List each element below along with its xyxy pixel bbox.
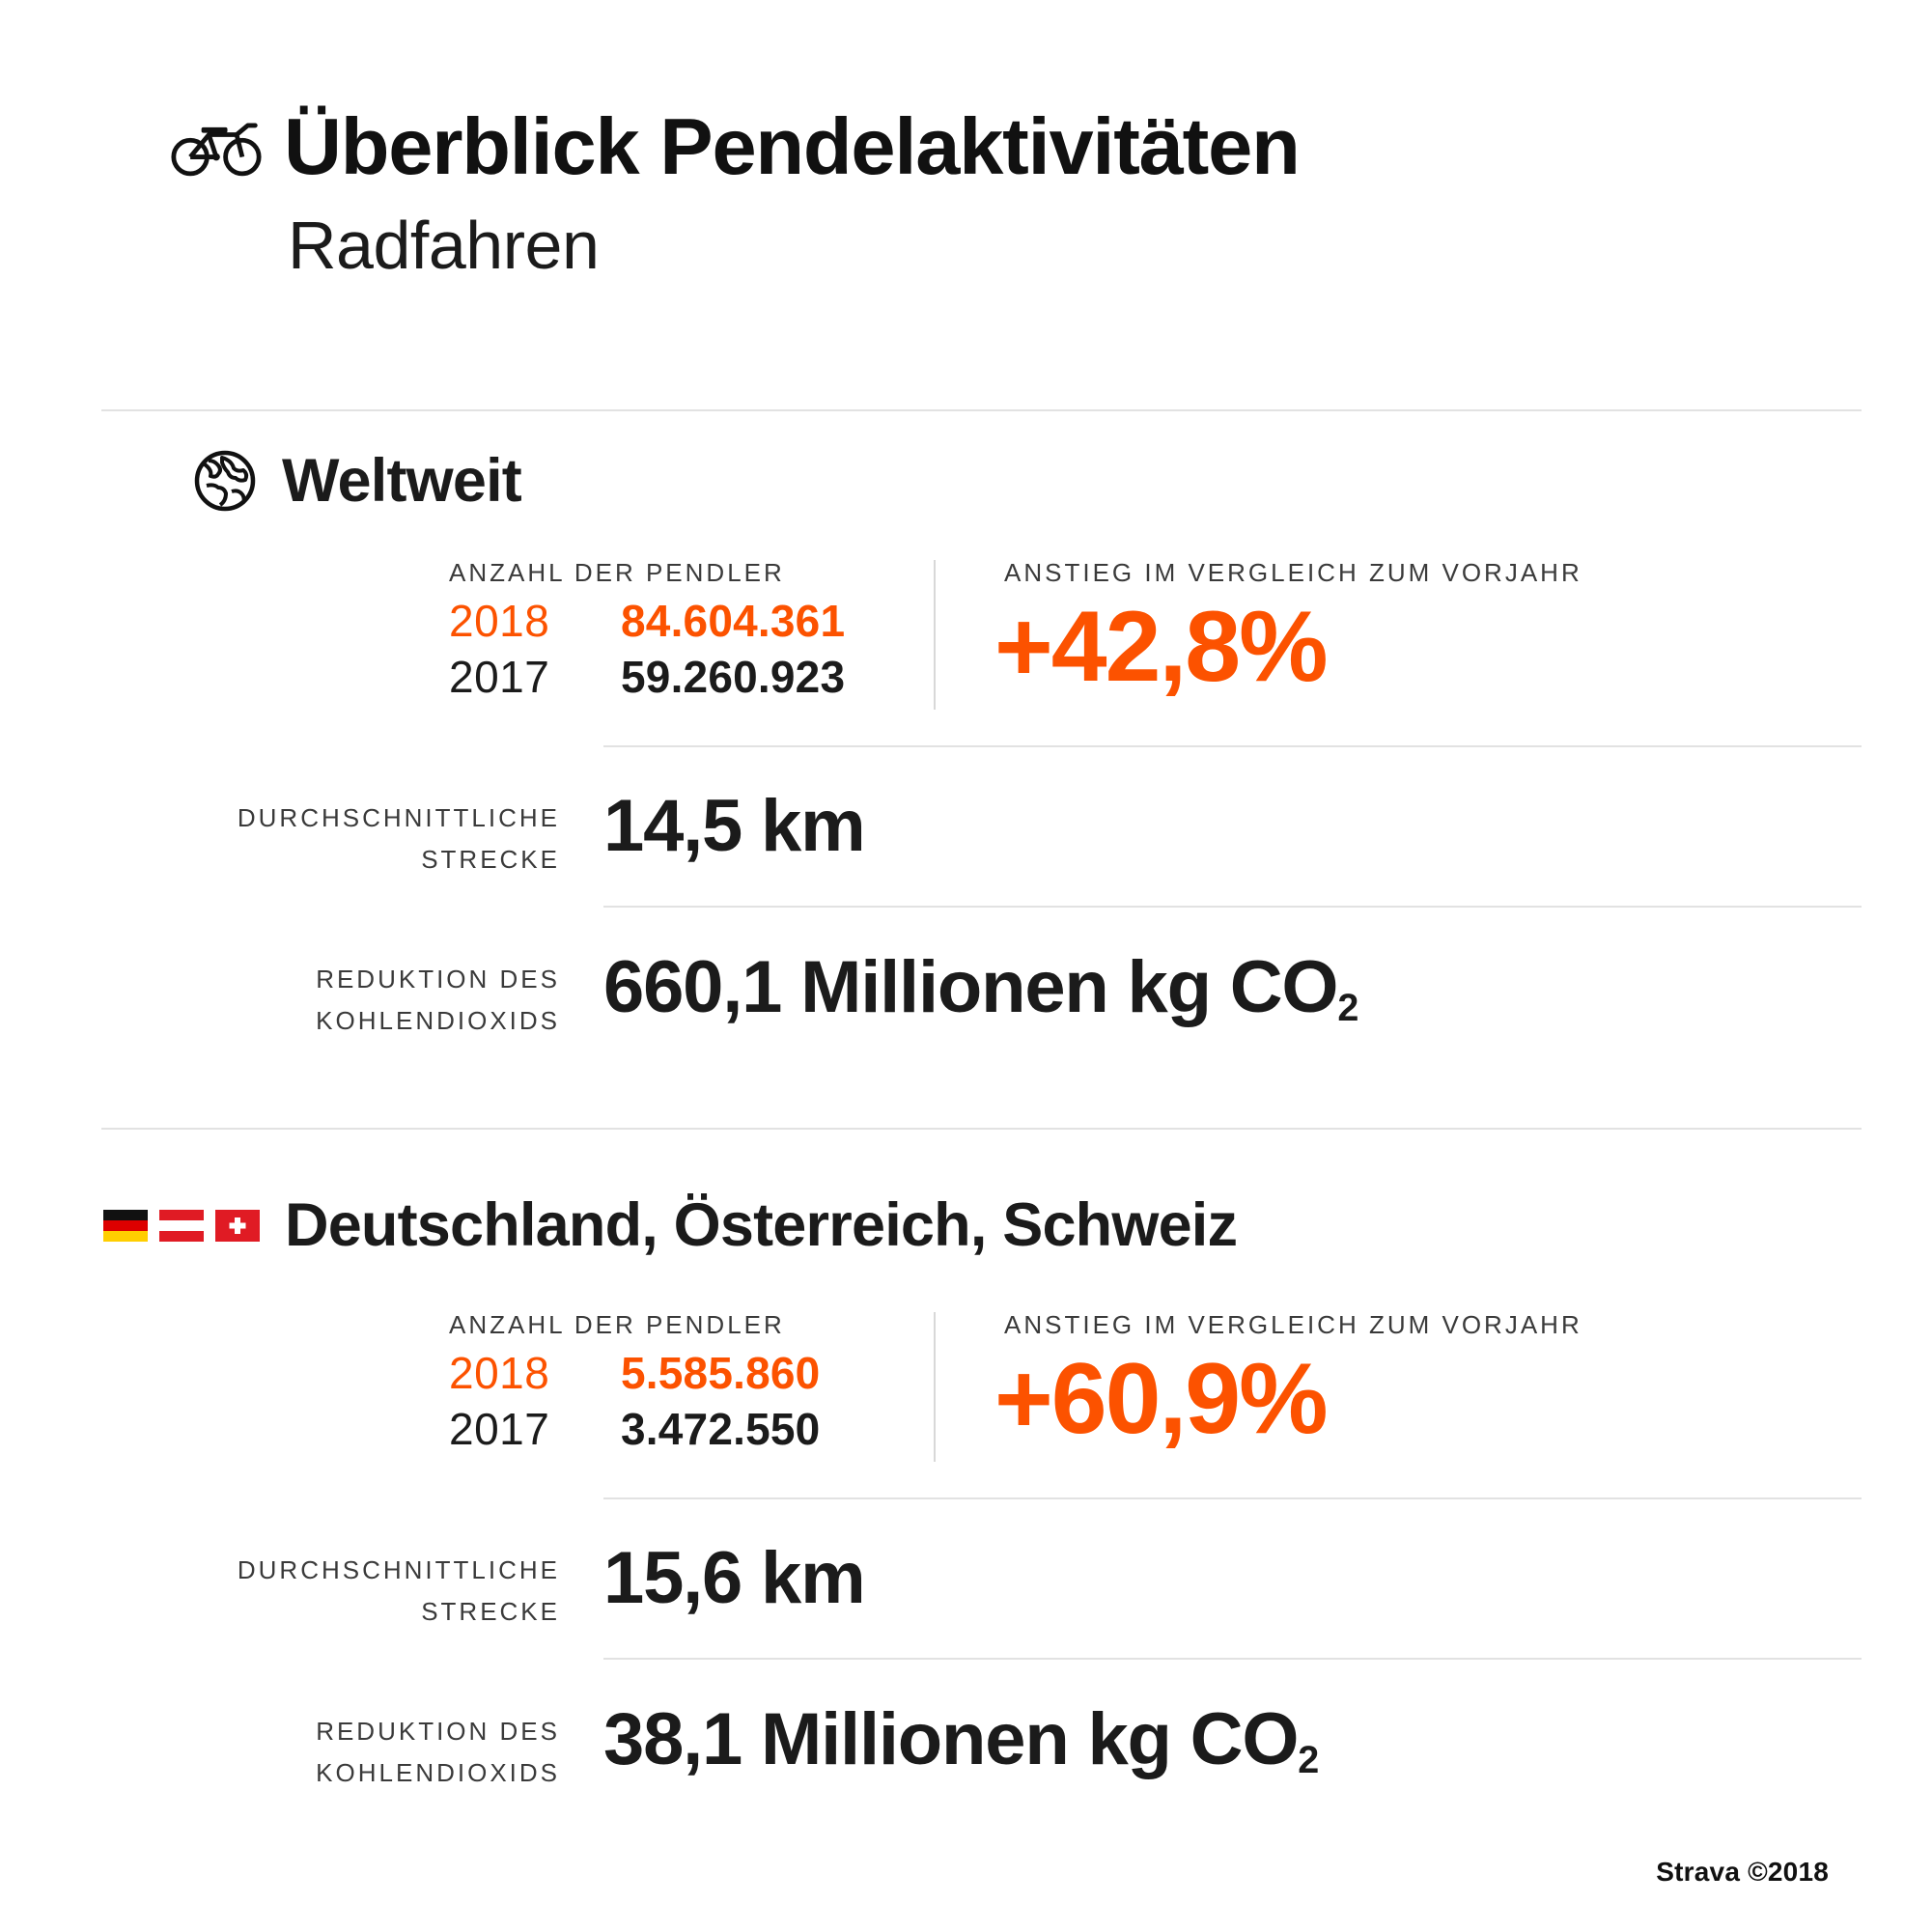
divider-dach-2 <box>603 1658 1862 1660</box>
distance-label-dach: DURCHSCHNITTLICHE STRECKE <box>0 1550 560 1633</box>
co2-label-line2: KOHLENDIOXIDS <box>316 1757 560 1787</box>
distance-value-worldwide: 14,5 km <box>603 785 866 867</box>
year-label: 2018 <box>449 1348 550 1398</box>
distance-label-line2: STRECKE <box>421 1596 560 1626</box>
divider-top <box>101 409 1862 411</box>
commuters-row-2018-worldwide: 2018 84.604.361 <box>449 594 845 650</box>
vertical-divider-dach <box>934 1312 936 1462</box>
year-value: 3.472.550 <box>621 1403 821 1454</box>
year-value: 5.585.860 <box>621 1348 821 1398</box>
divider-mid <box>101 1128 1862 1130</box>
bicycle-icon <box>171 123 262 176</box>
page-title-row: Überblick Pendelaktivitäten <box>170 101 1301 191</box>
divider-worldwide-1 <box>603 745 1862 747</box>
distance-label-line1: DURCHSCHNITTLICHE <box>237 803 560 832</box>
strava-credit: Strava ©2018 <box>1656 1857 1829 1887</box>
co2-value-worldwide: 660,1 Millionen kg CO2 <box>603 951 1358 1027</box>
co2-label-line2: KOHLENDIOXIDS <box>316 1005 560 1035</box>
flags-group <box>103 1210 260 1242</box>
divider-worldwide-2 <box>603 906 1862 908</box>
growth-value-worldwide: +42,8% <box>994 591 1329 703</box>
growth-value-dach: +60,9% <box>994 1343 1329 1455</box>
co2-value-main: 38,1 Millionen kg CO <box>603 1698 1299 1780</box>
distance-label-line2: STRECKE <box>421 844 560 874</box>
co2-value-subscript: 2 <box>1337 986 1359 1029</box>
flag-germany-icon <box>103 1210 148 1242</box>
co2-value-main: 660,1 Millionen kg CO <box>603 946 1339 1028</box>
growth-kicker-dach: ANSTIEG IM VERGLEICH ZUM VORJAHR <box>1004 1310 1582 1339</box>
year-label: 2018 <box>449 596 550 646</box>
year-label: 2017 <box>449 1403 550 1454</box>
globe-icon <box>194 450 256 512</box>
distance-label-worldwide: DURCHSCHNITTLICHE STRECKE <box>0 798 560 881</box>
commuters-row-2017-dach: 2017 3.472.550 <box>449 1402 820 1458</box>
flag-austria-icon <box>159 1210 204 1242</box>
co2-label-line1: REDUKTION DES <box>316 965 560 993</box>
page-subtitle: Radfahren <box>288 208 600 283</box>
co2-label-dach: REDUKTION DES KOHLENDIOXIDS <box>0 1711 560 1794</box>
section-title-worldwide: Weltweit <box>282 446 522 515</box>
commuters-kicker-dach: ANZAHL DER PENDLER <box>449 1310 785 1339</box>
co2-value-dach: 38,1 Millionen kg CO2 <box>603 1703 1319 1779</box>
commuters-row-2017-worldwide: 2017 59.260.923 <box>449 650 845 706</box>
distance-label-line1: DURCHSCHNITTLICHE <box>237 1555 560 1584</box>
distance-value-dach: 15,6 km <box>603 1537 866 1619</box>
commuters-row-2018-dach: 2018 5.585.860 <box>449 1346 820 1402</box>
section-heading-dach: Deutschland, Österreich, Schweiz <box>103 1191 1238 1259</box>
flag-switzerland-icon <box>215 1210 260 1242</box>
year-value: 84.604.361 <box>621 596 846 646</box>
divider-dach-1 <box>603 1497 1862 1499</box>
co2-label-worldwide: REDUKTION DES KOHLENDIOXIDS <box>0 959 560 1042</box>
commuters-years-worldwide: 2018 84.604.361 2017 59.260.923 <box>449 594 845 705</box>
commuters-years-dach: 2018 5.585.860 2017 3.472.550 <box>449 1346 820 1457</box>
section-heading-worldwide: Weltweit <box>193 446 522 515</box>
co2-value-subscript: 2 <box>1298 1738 1320 1781</box>
growth-kicker-worldwide: ANSTIEG IM VERGLEICH ZUM VORJAHR <box>1004 558 1582 587</box>
page-header: Überblick Pendelaktivitäten Radfahren <box>170 101 1301 283</box>
page-title: Überblick Pendelaktivitäten <box>284 101 1301 191</box>
year-label: 2017 <box>449 651 550 702</box>
commuters-kicker-worldwide: ANZAHL DER PENDLER <box>449 558 785 587</box>
section-title-dach: Deutschland, Österreich, Schweiz <box>285 1191 1238 1259</box>
year-value: 59.260.923 <box>621 651 846 702</box>
vertical-divider-worldwide <box>934 560 936 710</box>
co2-label-line1: REDUKTION DES <box>316 1717 560 1746</box>
